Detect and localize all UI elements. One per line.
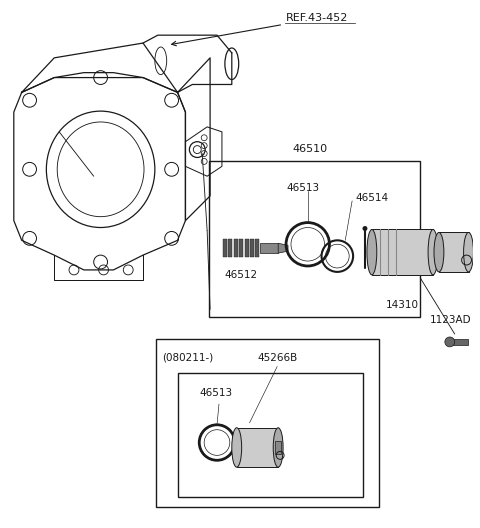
Text: 45266B: 45266B — [257, 353, 297, 363]
Text: 46512: 46512 — [224, 270, 257, 280]
Bar — [178, 372, 363, 497]
Bar — [255, 239, 259, 257]
Bar — [372, 230, 433, 275]
Bar — [275, 440, 281, 455]
Circle shape — [445, 337, 455, 347]
Bar — [245, 239, 249, 257]
Ellipse shape — [428, 230, 438, 275]
Text: 46514: 46514 — [355, 193, 388, 203]
Text: 46513: 46513 — [199, 388, 232, 398]
Bar — [439, 232, 468, 272]
Ellipse shape — [273, 428, 283, 467]
Ellipse shape — [232, 428, 241, 467]
Bar — [234, 239, 238, 257]
Circle shape — [362, 226, 367, 231]
Ellipse shape — [367, 230, 377, 275]
Ellipse shape — [434, 232, 444, 272]
Bar — [156, 339, 379, 507]
Bar — [450, 339, 468, 345]
Polygon shape — [278, 243, 288, 253]
Text: 1123AD: 1123AD — [430, 315, 472, 325]
Bar — [223, 239, 227, 257]
Bar — [209, 162, 420, 317]
Bar — [250, 239, 254, 257]
Text: (080211-): (080211-) — [162, 353, 213, 363]
Bar — [228, 239, 232, 257]
Text: 14310: 14310 — [386, 299, 419, 309]
Text: 46510: 46510 — [292, 144, 327, 154]
Bar — [239, 239, 243, 257]
Text: REF.43-452: REF.43-452 — [172, 13, 348, 46]
Ellipse shape — [464, 232, 473, 272]
Bar — [261, 243, 278, 253]
Bar — [237, 428, 278, 467]
Text: 46513: 46513 — [286, 183, 319, 193]
